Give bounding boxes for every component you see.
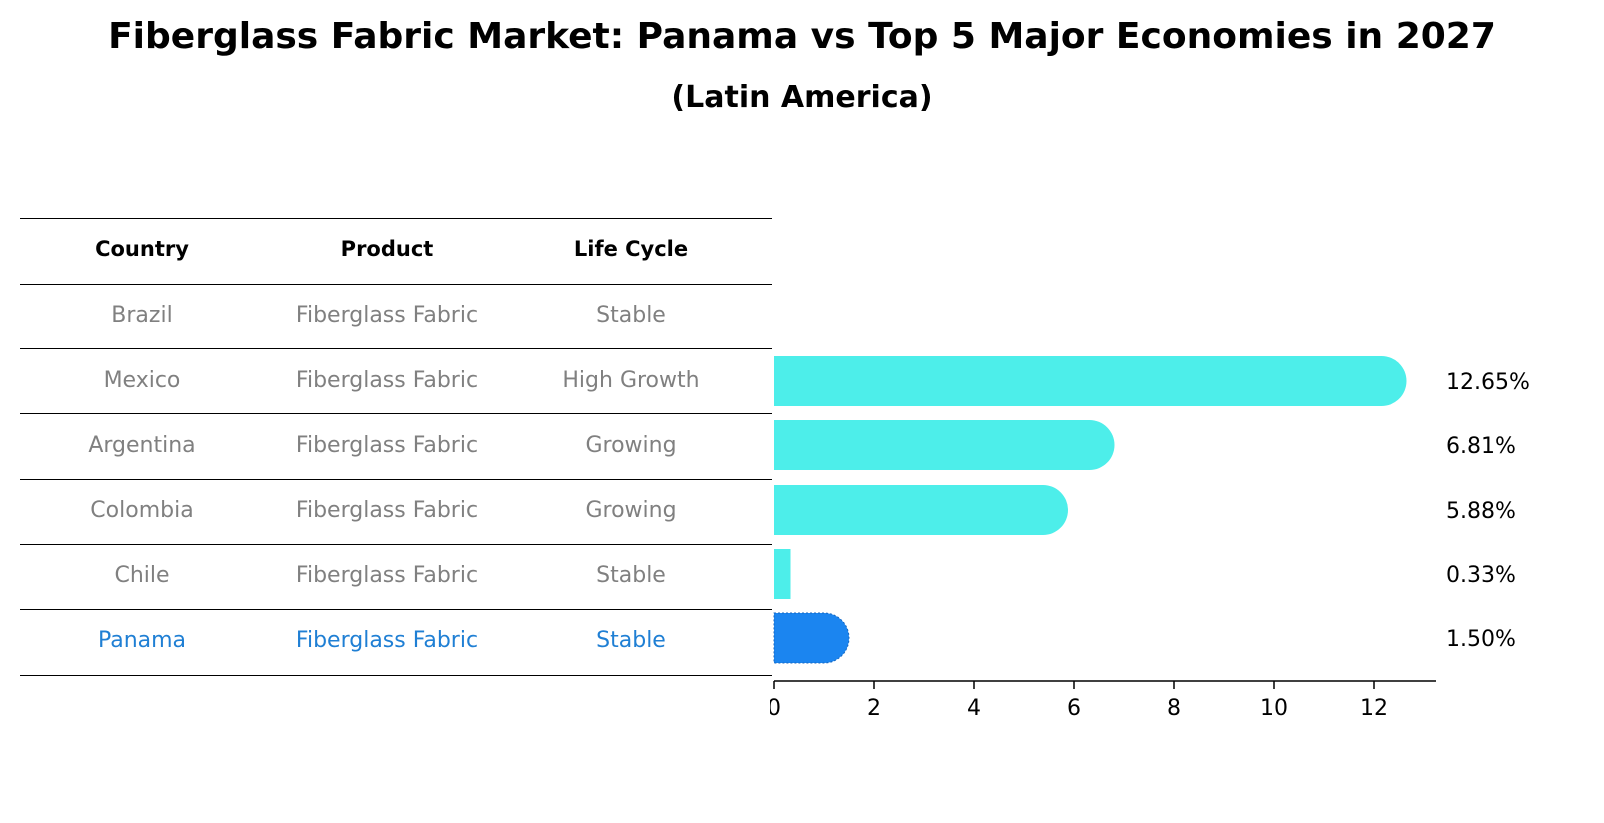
cell-product: Fiberglass Fabric [295, 433, 479, 458]
cell-product: Fiberglass Fabric [295, 498, 479, 523]
chart-subtitle: (Latin America) [671, 80, 933, 115]
bar-mexico [774, 356, 1407, 406]
cell-life-cycle: Growing [585, 433, 677, 458]
cell-life-cycle: High Growth [562, 368, 700, 393]
cell-country: Colombia [90, 498, 194, 523]
cell-country: Panama [97, 628, 187, 653]
x-tick-label: 2 [867, 696, 881, 721]
cell-country: Chile [114, 563, 170, 588]
cell-product: Fiberglass Fabric [295, 368, 479, 393]
value-label-chile: 0.33% [1446, 563, 1516, 588]
table-rule [20, 609, 772, 610]
value-label-colombia: 5.88% [1446, 499, 1516, 524]
cell-country: Argentina [88, 433, 196, 458]
table-rule [20, 348, 772, 349]
x-tick-label: 6 [1067, 696, 1081, 721]
header-life-cycle: Life Cycle [573, 237, 689, 261]
cell-life-cycle: Stable [596, 628, 666, 653]
cell-country: Mexico [103, 368, 181, 393]
table-rule [20, 544, 772, 545]
x-tick-label: 10 [1260, 696, 1288, 721]
cell-product: Fiberglass Fabric [295, 563, 479, 588]
value-label-argentina: 6.81% [1446, 434, 1516, 459]
table-rule [20, 284, 772, 285]
value-label-mexico: 12.65% [1446, 370, 1530, 395]
cell-life-cycle: Stable [596, 563, 666, 588]
table-rule [20, 218, 772, 219]
header-country: Country [95, 237, 189, 261]
bar-chile [774, 549, 791, 599]
chart-title: Fiberglass Fabric Market: Panama vs Top … [108, 16, 1496, 57]
x-tick-label: 12 [1360, 696, 1388, 721]
header-product: Product [340, 237, 434, 261]
table-rule [20, 413, 772, 414]
bar-panama [773, 612, 850, 664]
table-rule [20, 675, 772, 676]
table-rule [20, 479, 772, 480]
bar-colombia [774, 485, 1068, 535]
cell-country: Brazil [111, 303, 173, 328]
cell-product: Fiberglass Fabric [295, 628, 479, 653]
value-label-panama: 1.50% [1446, 627, 1516, 652]
cell-life-cycle: Growing [585, 498, 677, 523]
cell-product: Fiberglass Fabric [295, 303, 479, 328]
cell-life-cycle: Stable [596, 303, 666, 328]
x-tick-label: 8 [1167, 696, 1181, 721]
x-tick-label: 4 [967, 696, 981, 721]
bar-argentina [774, 420, 1115, 470]
x-tick-label: 0 [770, 696, 781, 721]
